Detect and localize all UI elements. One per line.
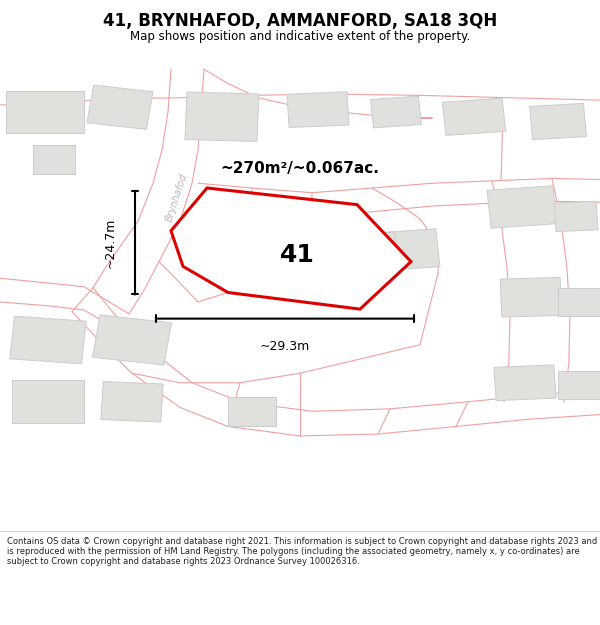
Polygon shape [87, 85, 153, 129]
Polygon shape [487, 186, 557, 228]
Text: ~24.7m: ~24.7m [103, 217, 116, 268]
Text: 41, BRYNHAFOD, AMMANFORD, SA18 3QH: 41, BRYNHAFOD, AMMANFORD, SA18 3QH [103, 12, 497, 30]
Text: Contains OS data © Crown copyright and database right 2021. This information is : Contains OS data © Crown copyright and d… [7, 537, 598, 566]
Polygon shape [530, 103, 586, 139]
Text: Brynhafod: Brynhafod [164, 172, 190, 223]
Text: 41: 41 [280, 243, 315, 267]
Polygon shape [376, 229, 440, 271]
Text: ~29.3m: ~29.3m [260, 339, 310, 352]
Polygon shape [208, 208, 260, 254]
Polygon shape [92, 315, 172, 365]
Polygon shape [33, 145, 75, 174]
Polygon shape [185, 92, 259, 141]
Polygon shape [101, 381, 163, 422]
Polygon shape [12, 381, 84, 423]
Polygon shape [558, 371, 600, 399]
Polygon shape [554, 201, 598, 232]
Polygon shape [232, 231, 284, 268]
Polygon shape [228, 397, 276, 426]
Polygon shape [287, 92, 349, 128]
Text: ~270m²/~0.067ac.: ~270m²/~0.067ac. [221, 161, 379, 176]
Polygon shape [371, 96, 421, 128]
Polygon shape [347, 232, 397, 268]
Polygon shape [500, 278, 562, 317]
Polygon shape [558, 288, 600, 316]
Polygon shape [10, 316, 86, 364]
Text: Map shows position and indicative extent of the property.: Map shows position and indicative extent… [130, 30, 470, 43]
Polygon shape [171, 188, 411, 309]
Polygon shape [6, 91, 84, 133]
Polygon shape [494, 365, 556, 401]
Polygon shape [442, 98, 506, 136]
